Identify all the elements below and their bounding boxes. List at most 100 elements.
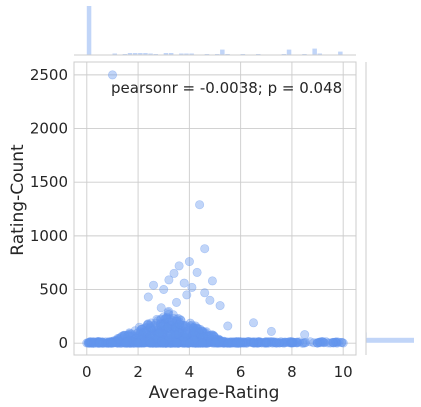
scatter-point — [241, 338, 251, 348]
scatter-point — [156, 315, 166, 325]
scatter-point — [180, 336, 190, 346]
scatter-point — [171, 330, 181, 340]
scatter-point — [136, 324, 146, 334]
scatter-point — [165, 336, 175, 346]
scatter-point — [153, 336, 163, 346]
scatter-point — [133, 337, 143, 347]
scatter-point — [233, 338, 243, 348]
scatter-point — [137, 336, 147, 346]
scatter-point — [223, 338, 233, 348]
scatter-point — [329, 337, 339, 347]
scatter-point — [218, 338, 228, 348]
scatter-point — [179, 338, 189, 348]
scatter-point — [138, 338, 148, 348]
scatter-point — [151, 332, 161, 342]
scatter-point — [261, 337, 271, 347]
scatter-point — [145, 334, 155, 344]
scatter-point — [213, 338, 223, 348]
y-tick-label: 0 — [58, 334, 68, 352]
scatter-point — [213, 336, 223, 346]
scatter-point — [130, 334, 140, 344]
scatter-point — [136, 333, 146, 343]
scatter-point — [297, 338, 307, 348]
scatter-point — [104, 338, 114, 348]
scatter-point — [165, 314, 175, 324]
scatter-point — [142, 337, 152, 347]
scatter-point — [197, 337, 207, 347]
scatter-point — [109, 338, 119, 348]
scatter-point — [182, 330, 192, 340]
scatter-point — [135, 335, 145, 345]
scatter-point — [198, 338, 208, 348]
scatter-point — [175, 337, 185, 347]
scatter-point — [87, 337, 97, 347]
scatter-point — [181, 320, 191, 330]
scatter-point — [208, 338, 218, 348]
scatter-point — [179, 333, 189, 343]
scatter-point — [187, 282, 197, 292]
scatter-point — [174, 317, 184, 327]
scatter-point — [262, 338, 272, 348]
scatter-point — [133, 338, 143, 348]
scatter-point — [159, 338, 169, 348]
scatter-point — [186, 333, 196, 343]
scatter-point — [93, 337, 103, 347]
scatter-point — [117, 331, 127, 341]
scatter-point — [164, 335, 174, 345]
scatter-point — [159, 332, 169, 342]
scatter-point — [155, 334, 165, 344]
scatter-point — [91, 338, 101, 348]
scatter-point — [182, 336, 192, 346]
x-hist-bar — [127, 53, 133, 55]
scatter-point — [338, 338, 348, 348]
scatter-point — [312, 338, 322, 348]
scatter-point — [210, 338, 220, 348]
scatter-point — [190, 330, 200, 340]
scatter-point — [197, 337, 207, 347]
scatter-point — [201, 338, 211, 348]
scatter-point — [153, 324, 163, 334]
scatter-point — [305, 337, 315, 347]
scatter-point — [147, 337, 157, 347]
scatter-point — [204, 337, 214, 347]
scatter-point — [176, 315, 186, 325]
scatter-point — [195, 334, 205, 344]
scatter-point — [137, 324, 147, 334]
scatter-point — [139, 333, 149, 343]
scatter-point — [172, 328, 182, 338]
scatter-point — [203, 334, 213, 344]
scatter-point — [249, 338, 259, 348]
scatter-point — [170, 327, 180, 337]
scatter-point — [185, 337, 195, 347]
scatter-point — [168, 335, 178, 345]
scatter-point — [172, 338, 182, 348]
scatter-point — [158, 326, 168, 336]
scatter-point — [193, 331, 203, 341]
scatter-point — [166, 330, 176, 340]
scatter-point — [123, 330, 133, 340]
scatter-point — [160, 317, 170, 327]
scatter-point — [119, 337, 129, 347]
scatter-point — [198, 338, 208, 348]
scatter-point — [156, 337, 166, 347]
scatter-point — [132, 338, 142, 348]
scatter-point — [157, 336, 167, 346]
scatter-point — [242, 337, 252, 347]
scatter-point — [142, 326, 152, 336]
scatter-point — [195, 327, 205, 337]
scatter-point — [164, 335, 174, 345]
scatter-point — [97, 338, 107, 348]
scatter-point — [110, 337, 120, 347]
scatter-point — [142, 333, 152, 343]
scatter-point — [199, 338, 209, 348]
scatter-point — [123, 335, 133, 345]
scatter-point — [334, 337, 344, 347]
scatter-point — [250, 337, 260, 347]
scatter-point — [160, 318, 170, 328]
scatter-point — [232, 337, 242, 347]
scatter-point — [161, 336, 171, 346]
scatter-point — [117, 337, 127, 347]
scatter-point — [172, 326, 182, 336]
scatter-point — [108, 337, 118, 347]
scatter-point — [124, 337, 134, 347]
